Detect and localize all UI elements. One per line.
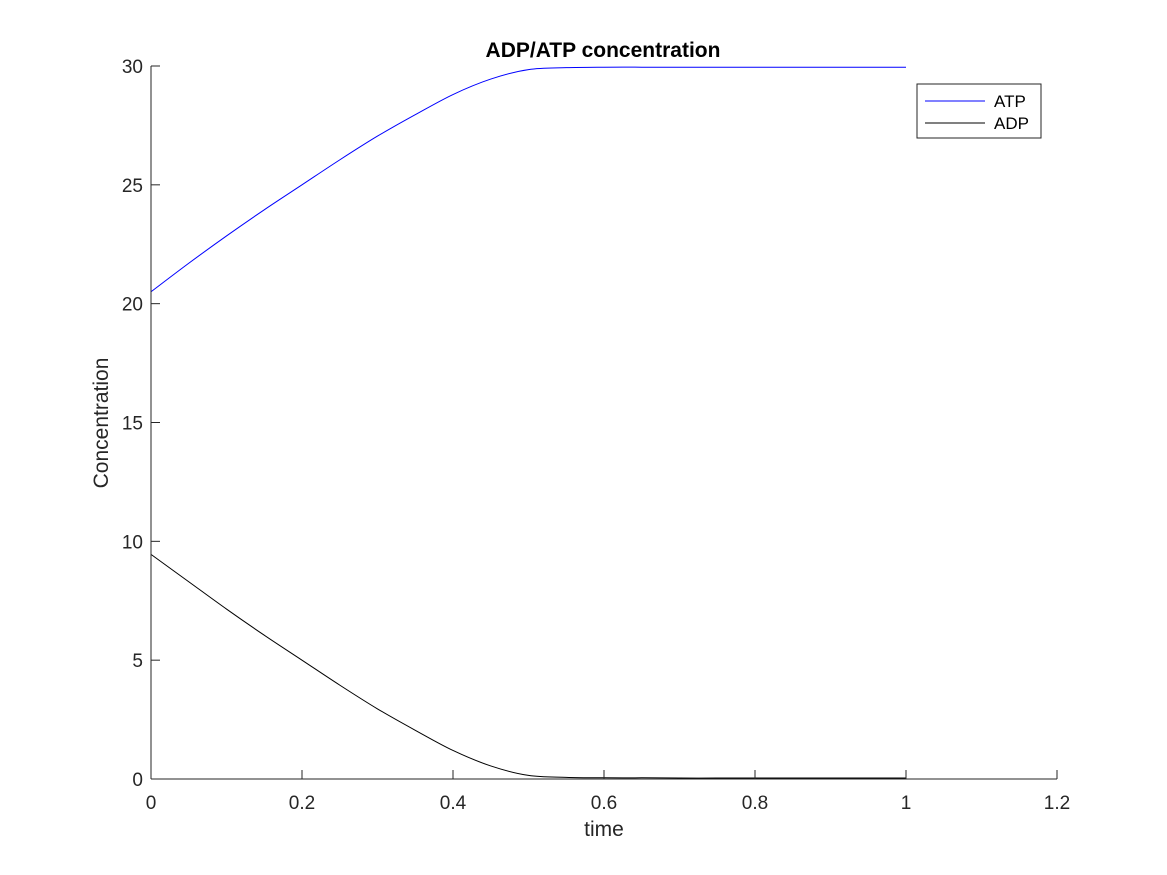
x-tick-label: 0 [146, 793, 157, 814]
x-tick-label: 0.8 [742, 793, 768, 814]
y-tick-label: 0 [132, 770, 143, 791]
x-tick-label: 1.2 [1044, 793, 1070, 814]
series-layer [150, 66, 906, 779]
y-ticks: 0 5 10 15 20 25 30 [122, 57, 160, 791]
x-tick-label: 0.6 [591, 793, 617, 814]
x-ticks: 0 0.2 0.4 0.6 0.8 1 1.2 [146, 770, 1070, 814]
series-line-atp [150, 66, 906, 293]
y-tick-label: 25 [122, 176, 143, 197]
y-tick-label: 5 [132, 651, 143, 672]
legend-label-adp: ADP [994, 114, 1029, 133]
y-tick-label: 10 [122, 532, 143, 553]
y-tick-label: 30 [122, 57, 143, 78]
chart-title: ADP/ATP concentration [486, 39, 721, 62]
y-tick-label: 15 [122, 414, 143, 435]
y-tick-label: 20 [122, 295, 143, 316]
x-tick-label: 0.2 [289, 793, 315, 814]
legend-label-atp: ATP [994, 92, 1026, 111]
series-line-adp [150, 553, 906, 779]
legend: ATP ADP [916, 83, 1042, 139]
x-axis-label: time [584, 818, 624, 841]
x-tick-label: 0.4 [440, 793, 467, 814]
legend-box [916, 83, 1042, 139]
x-tick-label: 1 [901, 793, 912, 814]
y-axis-label: Concentration [90, 358, 113, 489]
